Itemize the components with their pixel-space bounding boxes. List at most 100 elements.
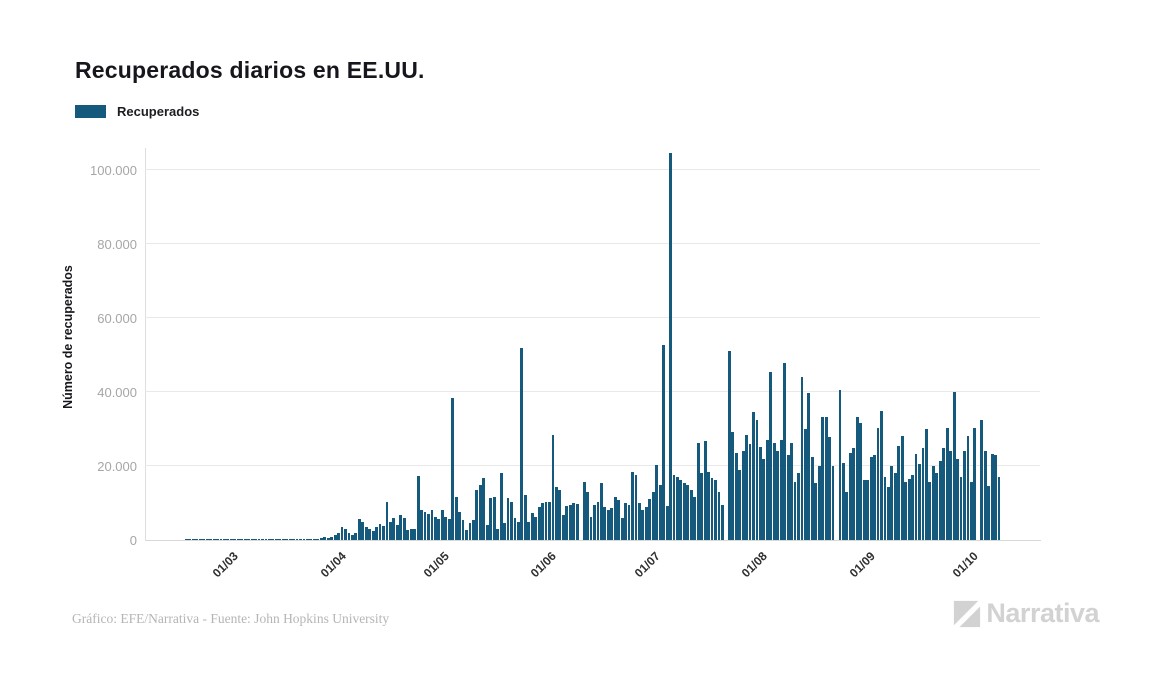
bar[interactable] bbox=[900, 435, 904, 540]
bar[interactable] bbox=[350, 534, 354, 540]
bar[interactable] bbox=[717, 491, 721, 540]
bar[interactable] bbox=[229, 539, 233, 540]
bar[interactable] bbox=[205, 539, 209, 540]
bar[interactable] bbox=[337, 532, 340, 540]
bar[interactable] bbox=[631, 471, 634, 540]
bar[interactable] bbox=[662, 345, 666, 540]
bar[interactable] bbox=[261, 539, 264, 540]
bar[interactable] bbox=[458, 511, 462, 540]
bar[interactable] bbox=[316, 538, 320, 540]
bar[interactable] bbox=[402, 518, 406, 540]
bar[interactable] bbox=[821, 416, 825, 540]
bar[interactable] bbox=[938, 460, 942, 540]
bar[interactable] bbox=[762, 458, 766, 540]
bar[interactable] bbox=[783, 362, 787, 540]
bar[interactable] bbox=[893, 473, 897, 540]
bar[interactable] bbox=[510, 501, 513, 540]
bar[interactable] bbox=[945, 427, 949, 540]
bar[interactable] bbox=[413, 529, 417, 540]
bar[interactable] bbox=[987, 485, 991, 540]
bar[interactable] bbox=[368, 528, 372, 540]
bar[interactable] bbox=[748, 443, 752, 540]
bar[interactable] bbox=[897, 445, 901, 540]
bar[interactable] bbox=[613, 496, 617, 540]
bar[interactable] bbox=[555, 486, 558, 540]
bar[interactable] bbox=[800, 377, 804, 540]
bar[interactable] bbox=[541, 503, 545, 540]
bar[interactable] bbox=[306, 539, 309, 540]
bar[interactable] bbox=[696, 443, 700, 540]
bar[interactable] bbox=[382, 525, 385, 540]
bar[interactable] bbox=[482, 478, 486, 540]
bar[interactable] bbox=[769, 372, 773, 540]
bar[interactable] bbox=[831, 466, 835, 540]
bar[interactable] bbox=[921, 447, 925, 540]
bar[interactable] bbox=[468, 523, 472, 540]
bar[interactable] bbox=[734, 453, 738, 540]
bar[interactable] bbox=[714, 480, 717, 540]
bar[interactable] bbox=[364, 526, 368, 540]
bar[interactable] bbox=[191, 539, 195, 540]
bar[interactable] bbox=[942, 447, 946, 540]
bar[interactable] bbox=[689, 490, 693, 540]
bar[interactable] bbox=[288, 539, 292, 540]
bar[interactable] bbox=[693, 496, 697, 540]
bar[interactable] bbox=[883, 477, 887, 540]
bar[interactable] bbox=[375, 526, 379, 540]
bar[interactable] bbox=[790, 443, 793, 540]
bar[interactable] bbox=[271, 539, 275, 540]
bar[interactable] bbox=[738, 470, 742, 540]
bar[interactable] bbox=[198, 539, 202, 540]
bar[interactable] bbox=[254, 539, 257, 540]
bar[interactable] bbox=[907, 478, 911, 540]
bar[interactable] bbox=[513, 518, 517, 540]
bar[interactable] bbox=[506, 498, 510, 540]
bar[interactable] bbox=[209, 539, 213, 540]
bar[interactable] bbox=[323, 537, 327, 540]
bar[interactable] bbox=[212, 539, 216, 540]
bar[interactable] bbox=[485, 524, 489, 540]
bar[interactable] bbox=[949, 451, 953, 540]
bar[interactable] bbox=[558, 490, 562, 540]
bar[interactable] bbox=[299, 539, 302, 540]
bar[interactable] bbox=[575, 504, 579, 540]
bar[interactable] bbox=[361, 521, 365, 540]
bar[interactable] bbox=[779, 440, 783, 540]
bar[interactable] bbox=[250, 539, 254, 540]
bar[interactable] bbox=[745, 434, 749, 540]
bar[interactable] bbox=[347, 533, 351, 540]
bar[interactable] bbox=[866, 480, 870, 540]
bar[interactable] bbox=[765, 440, 769, 540]
bar[interactable] bbox=[537, 506, 541, 540]
bar[interactable] bbox=[285, 539, 289, 540]
bar[interactable] bbox=[278, 539, 282, 540]
bar[interactable] bbox=[340, 526, 344, 540]
bar[interactable] bbox=[195, 539, 199, 540]
bar[interactable] bbox=[852, 447, 856, 540]
bar[interactable] bbox=[330, 536, 334, 540]
bar[interactable] bbox=[437, 519, 441, 540]
bar[interactable] bbox=[672, 474, 676, 540]
bar[interactable] bbox=[772, 443, 776, 540]
bar[interactable] bbox=[983, 450, 987, 540]
bar[interactable] bbox=[793, 481, 797, 540]
bar[interactable] bbox=[828, 436, 832, 540]
bar[interactable] bbox=[859, 423, 863, 540]
bar[interactable] bbox=[931, 465, 935, 540]
bar[interactable] bbox=[572, 503, 576, 540]
bar[interactable] bbox=[444, 517, 448, 540]
bar[interactable] bbox=[202, 539, 206, 540]
bar[interactable] bbox=[752, 411, 755, 540]
bar[interactable] bbox=[309, 539, 313, 540]
bar[interactable] bbox=[427, 514, 430, 540]
bar[interactable] bbox=[319, 538, 323, 540]
bar[interactable] bbox=[243, 539, 247, 540]
bar[interactable] bbox=[454, 496, 458, 540]
bar[interactable] bbox=[599, 483, 603, 540]
bar[interactable] bbox=[679, 480, 683, 540]
bar[interactable] bbox=[665, 505, 669, 540]
bar[interactable] bbox=[520, 348, 524, 540]
bar[interactable] bbox=[389, 521, 392, 540]
bar[interactable] bbox=[371, 530, 375, 540]
bar[interactable] bbox=[302, 539, 306, 540]
